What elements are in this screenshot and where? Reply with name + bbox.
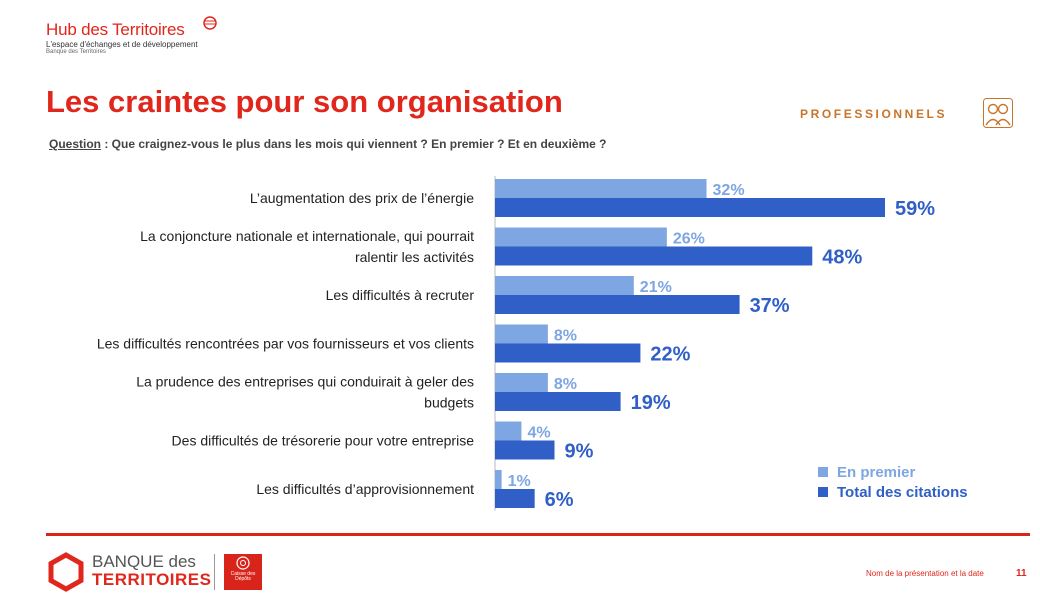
bar-total xyxy=(495,489,535,508)
bar-total xyxy=(495,246,813,266)
question-label: Question xyxy=(49,137,102,151)
hub-subtitle: L'espace d'échanges et de développement xyxy=(46,40,198,49)
category-label: ralentir les activités xyxy=(355,249,474,265)
hub-subtitle-2: Banque des Territoires xyxy=(46,49,106,55)
cdc-emblem-icon xyxy=(236,556,250,570)
bar-total xyxy=(495,392,621,411)
data-label-first: 4% xyxy=(527,425,550,442)
data-label-first: 21% xyxy=(640,279,672,296)
category-label: La prudence des entreprises qui conduira… xyxy=(136,374,474,390)
category-label: Les difficultés à recruter xyxy=(326,287,475,303)
data-label-first: 1% xyxy=(508,473,531,490)
data-label-total: 59% xyxy=(895,198,935,220)
legend-label-total: Total des citations xyxy=(837,483,968,501)
logo-separator xyxy=(214,554,215,590)
data-label-total: 37% xyxy=(750,295,790,317)
bar-first xyxy=(495,324,548,344)
category-label: budgets xyxy=(424,395,474,411)
presentation-note: Nom de la présentation et la date xyxy=(866,569,984,578)
hexagon-logo-icon xyxy=(48,552,84,592)
legend-swatch-first xyxy=(818,467,828,477)
page-number: 11 xyxy=(1016,568,1027,579)
question-text: : Que craignez-vous le plus dans les moi… xyxy=(101,137,607,151)
data-label-first: 32% xyxy=(713,182,745,199)
logo-line-1: BANQUE des xyxy=(92,552,196,571)
question: Question : Que craignez-vous le plus dan… xyxy=(49,137,606,151)
category-label: Les difficultés d’approvisionnement xyxy=(256,481,474,497)
bar-total xyxy=(495,343,641,363)
category-label: La conjoncture nationale et internationa… xyxy=(140,228,474,244)
legend-swatch-total xyxy=(818,487,828,497)
data-label-first: 8% xyxy=(554,376,577,393)
legend-item-first: En premier xyxy=(818,462,968,482)
bar-first xyxy=(495,373,548,392)
bar-total xyxy=(495,295,740,314)
cdc-label: Caisse des Dépôts xyxy=(230,571,256,582)
chart-legend: En premier Total des citations xyxy=(818,462,968,502)
hub-logo: Hub des Territoires L'espace d'échanges … xyxy=(46,16,217,56)
data-label-first: 26% xyxy=(673,231,705,248)
bar-first xyxy=(495,470,502,489)
audience-tag: PROFESSIONNELS xyxy=(800,107,948,121)
data-label-total: 22% xyxy=(650,344,690,366)
data-label-total: 6% xyxy=(545,489,574,511)
hub-dots-icon xyxy=(203,16,217,30)
data-label-total: 9% xyxy=(564,441,593,463)
legend-label-first: En premier xyxy=(837,463,916,481)
hub-title: Hub des Territoires xyxy=(46,20,185,39)
category-label: L’augmentation des prix de l’énergie xyxy=(250,190,474,206)
bar-first xyxy=(495,276,634,295)
data-label-total: 19% xyxy=(631,392,671,414)
data-label-first: 8% xyxy=(554,328,577,345)
caisse-des-depots-logo: Caisse des Dépôts xyxy=(224,554,262,590)
legend-item-total: Total des citations xyxy=(818,482,968,502)
bar-total xyxy=(495,440,555,460)
bar-first xyxy=(495,179,707,198)
data-label-total: 48% xyxy=(822,247,862,269)
category-label: Les difficultés rencontrées par vos four… xyxy=(97,336,474,352)
footer-divider xyxy=(46,533,1030,536)
bar-first xyxy=(495,421,522,441)
logo-line-2: TERRITOIRES xyxy=(92,570,212,589)
bar-total xyxy=(495,198,885,217)
bar-first xyxy=(495,227,667,247)
page-title: Les craintes pour son organisation xyxy=(46,84,563,119)
category-label: Des difficultés de trésorerie pour votre… xyxy=(172,433,475,449)
people-icon xyxy=(983,98,1013,128)
